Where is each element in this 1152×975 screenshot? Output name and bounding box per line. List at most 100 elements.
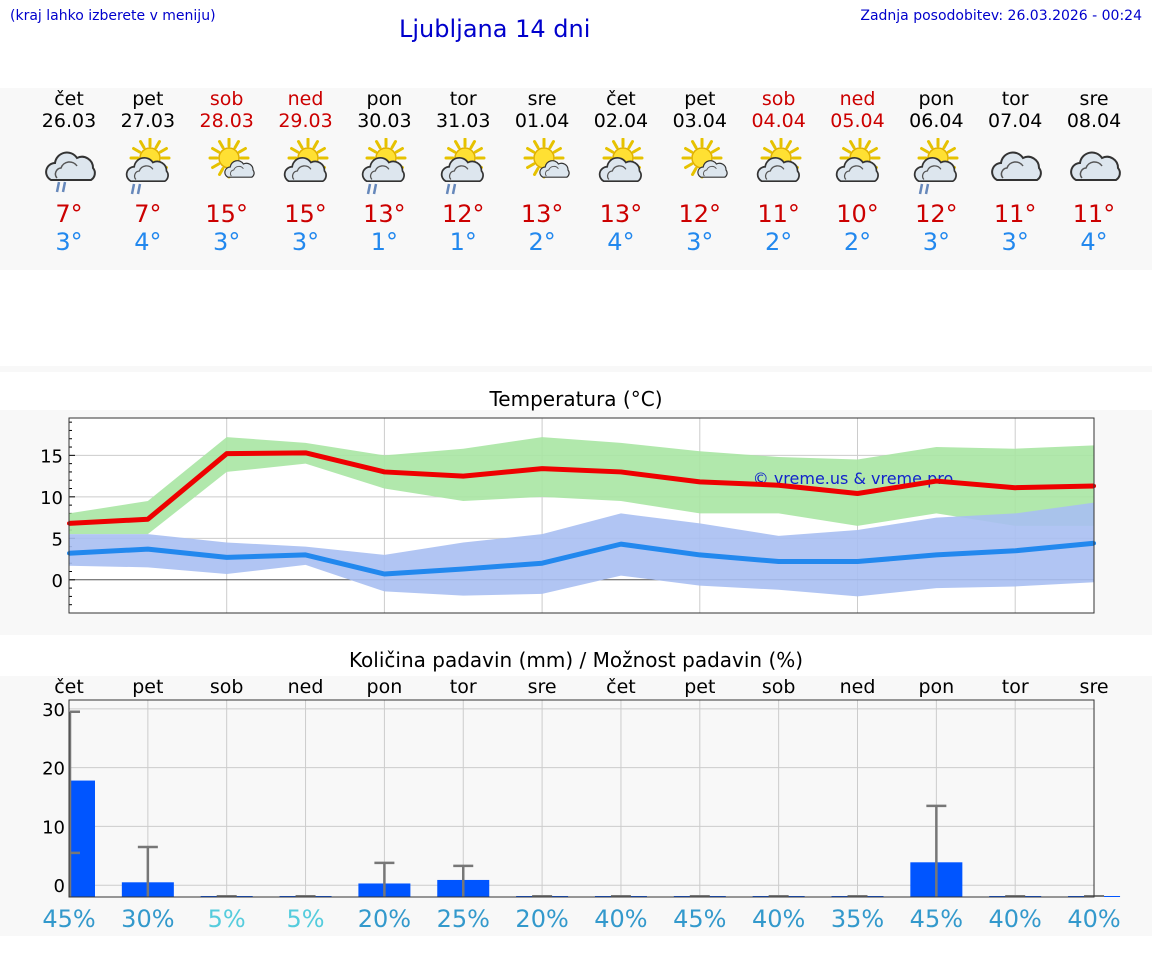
min-point xyxy=(934,552,939,557)
temp-min: 4° xyxy=(1080,228,1108,256)
x-tick-label: sre xyxy=(528,676,557,698)
day-column: sre 01.04 13° 2° xyxy=(503,88,581,256)
day-column: pon 30.03 13° 1° xyxy=(345,88,423,256)
temp-max: 13° xyxy=(520,200,564,228)
x-tick-label: čet xyxy=(606,676,636,698)
day-date: 08.04 xyxy=(1066,110,1122,132)
precip-probability: 45% xyxy=(42,905,95,933)
precip-bar xyxy=(69,780,95,897)
cloud-shape xyxy=(598,156,642,183)
min-point xyxy=(697,552,702,557)
y-tick-label: 10 xyxy=(42,817,65,838)
sun-cloud-rain-icon xyxy=(433,137,493,198)
max-point xyxy=(776,483,781,488)
day-date: 02.04 xyxy=(593,110,649,132)
x-tick-label: pon xyxy=(918,676,954,698)
precip-probability: 5% xyxy=(208,905,246,933)
sun-small-cloud-icon xyxy=(512,137,572,198)
temp-max: 15° xyxy=(284,200,327,228)
min-point xyxy=(540,561,545,566)
max-point xyxy=(303,450,308,455)
page-title: Ljubljana 14 dni xyxy=(399,15,591,43)
cloud-shape xyxy=(914,156,958,183)
x-tick-label: čet xyxy=(54,676,84,698)
day-column: sob 28.03 15° 3° xyxy=(188,88,266,256)
temp-min: 4° xyxy=(607,228,635,256)
x-tick-label: pet xyxy=(684,676,715,698)
day-column: sre 08.04 11° 4° xyxy=(1055,88,1133,256)
max-point xyxy=(697,479,702,484)
day-name: pon xyxy=(366,88,403,110)
day-column: čet 26.03 7° 3° xyxy=(30,88,108,256)
sun-cloud-icon xyxy=(749,137,809,198)
cloud-shape xyxy=(756,156,800,183)
day-date: 31.03 xyxy=(436,110,491,132)
temp-min: 4° xyxy=(134,228,162,256)
min-range-band xyxy=(69,502,1095,597)
temp-min: 3° xyxy=(291,228,320,256)
max-range-band xyxy=(69,437,1095,535)
day-column: tor 07.04 11° 3° xyxy=(976,88,1054,256)
temp-max: 11° xyxy=(1072,200,1116,228)
precip-probability: 30% xyxy=(121,905,174,933)
day-name: pon xyxy=(918,88,955,110)
cloud-shape xyxy=(362,156,406,183)
temp-min: 3° xyxy=(213,228,241,256)
precip-probability: 20% xyxy=(515,905,568,933)
temp-max: 11° xyxy=(757,200,800,228)
x-tick-label: pon xyxy=(367,676,403,698)
day-column: pet 27.03 7° 4° xyxy=(109,88,187,256)
day-name: čet xyxy=(54,88,84,110)
day-date: 28.03 xyxy=(199,110,254,132)
temp-max: 11° xyxy=(993,200,1037,228)
watermark: © vreme.us & vreme.pro xyxy=(753,469,954,488)
sun-cloud-icon xyxy=(591,137,651,198)
cloud-shape xyxy=(283,156,327,183)
precip-chart-title: Količina padavin (mm) / Možnost padavin … xyxy=(348,648,804,672)
cloud-shape xyxy=(441,156,485,183)
temp-min: 3° xyxy=(686,228,714,256)
temp-max: 12° xyxy=(441,200,485,228)
day-date: 07.04 xyxy=(987,110,1043,132)
temp-max: 13° xyxy=(363,200,406,228)
precipitation-chart: čet pet sob ned pon tor sre čet pet sob ned pon tor s… xyxy=(42,676,1121,933)
x-tick-label: sob xyxy=(210,676,244,698)
max-point xyxy=(934,479,939,484)
x-tick-label: ned xyxy=(288,676,324,698)
sun-cloud-icon xyxy=(828,137,888,198)
temp-min: 1° xyxy=(449,228,477,256)
min-point xyxy=(382,572,387,576)
temp-min: 2° xyxy=(765,228,793,256)
day-date: 26.03 xyxy=(41,110,97,132)
day-name: sre xyxy=(1079,88,1109,110)
temp-max: 7° xyxy=(55,200,83,228)
min-point xyxy=(461,567,466,572)
temp-min: 2° xyxy=(528,228,556,256)
precip-probability: 40% xyxy=(1067,905,1120,933)
precip-probability: 40% xyxy=(989,905,1042,933)
day-name: sre xyxy=(527,88,557,110)
y-tick-label: 20 xyxy=(42,759,65,780)
location-hint: (kraj lahko izberete v meniju) xyxy=(10,8,216,24)
cloud-shape xyxy=(539,160,570,178)
sun-cloud-icon xyxy=(276,137,336,198)
daily-forecast: čet 26.03 7° 3° pet 27.03 7° 4° sob 28.03 15° 3° ned… xyxy=(0,88,1152,268)
day-date: 06.04 xyxy=(909,110,964,132)
y-tick-label: 0 xyxy=(52,571,63,592)
x-tick-label: sre xyxy=(1080,676,1109,698)
y-tick-label: 0 xyxy=(54,876,65,897)
day-date: 29.03 xyxy=(278,110,333,132)
day-name: ned xyxy=(839,88,876,110)
temp-max: 13° xyxy=(599,200,643,228)
plot-frame xyxy=(68,417,1095,614)
y-tick-label: 15 xyxy=(40,446,63,467)
sun-cloud-rain-icon xyxy=(354,137,414,198)
precip-probability: 5% xyxy=(287,905,325,933)
cloud-shape xyxy=(835,156,879,183)
max-point xyxy=(145,517,150,522)
x-tick-label: tor xyxy=(1002,676,1029,698)
cloud-shape xyxy=(223,160,255,178)
max-point xyxy=(855,491,860,496)
y-tick-label: 30 xyxy=(42,700,65,721)
temp-max: 15° xyxy=(205,200,248,228)
